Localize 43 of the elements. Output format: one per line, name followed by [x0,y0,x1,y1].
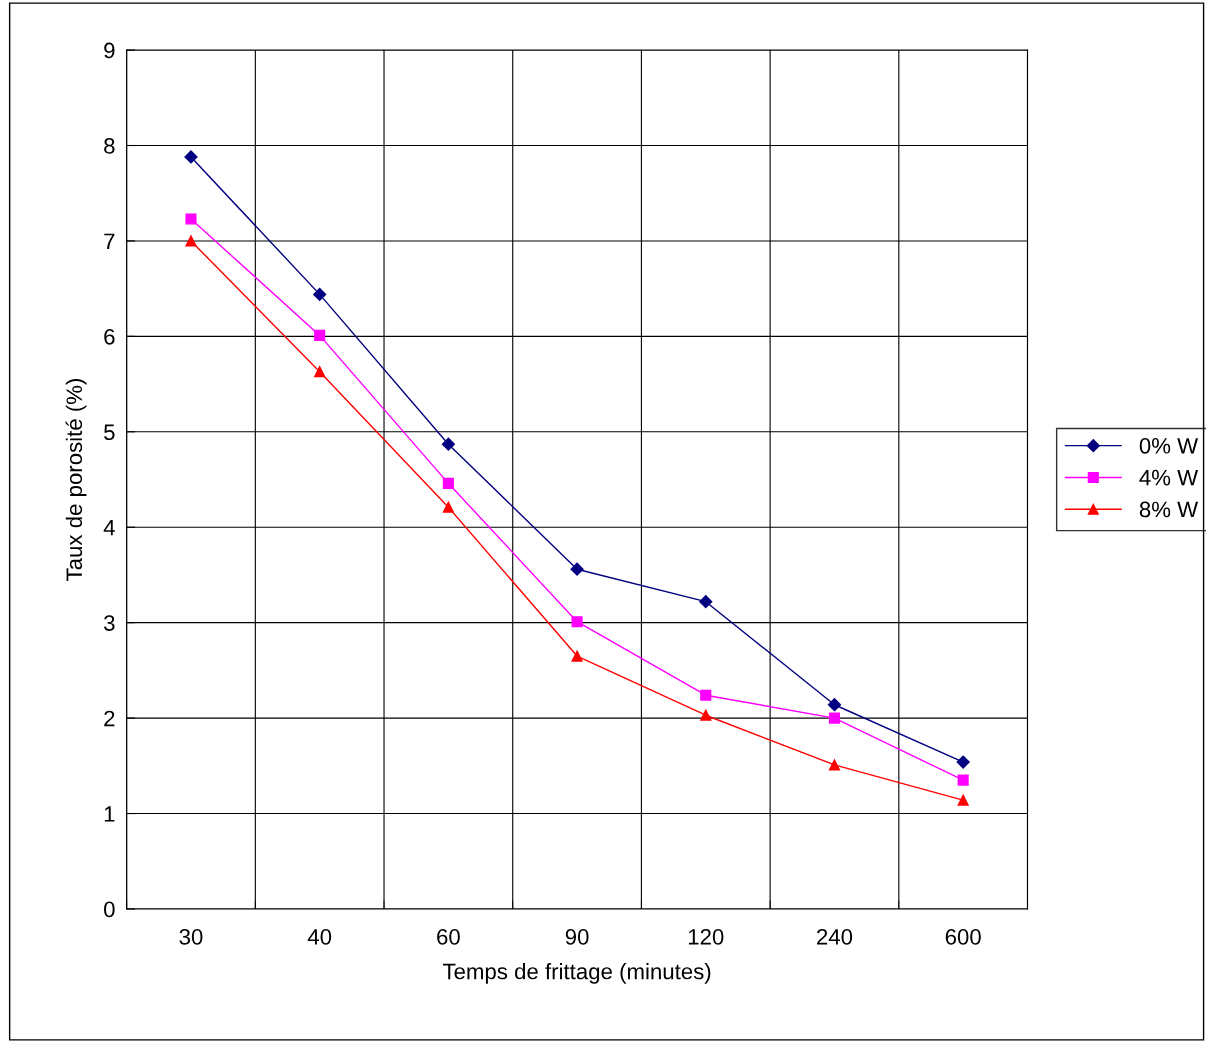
point [185,213,197,225]
point [957,794,969,806]
x-tick-label: 60 [437,929,460,945]
y-axis-title: Taux de porosité (%) [65,379,87,581]
y-tick-label: 1 [104,806,115,822]
point [570,562,584,576]
point [700,709,712,721]
y-tick-label: 8 [104,138,115,154]
point [314,329,326,341]
y-tick-label: 5 [104,424,115,441]
x-axis-title: Temps de frittage (minutes) [442,963,711,984]
y-tick-label: 2 [104,710,115,727]
y-tick-label: 7 [104,233,115,249]
x-tick-label: 30 [179,929,203,945]
y-tick-label: 3 [104,615,115,631]
x-tick-label: 240 [817,929,853,945]
legend-label: 8% W [1139,501,1199,518]
x-tick-label: 600 [945,929,981,945]
point [314,366,326,378]
point [828,712,841,724]
point [956,755,970,769]
legend-label: 4% W [1139,469,1199,486]
point [571,650,583,662]
point [441,437,455,451]
point [699,595,713,609]
point [442,477,454,489]
y-tick-label: 9 [104,42,115,59]
point [957,774,969,786]
legend-label: 0% W [1139,437,1199,454]
point [827,698,842,712]
point [571,616,583,628]
y-tick-label: 6 [104,328,115,345]
y-tick-label: 0 [104,901,115,918]
point [184,150,198,164]
x-tick-label: 120 [688,929,724,945]
point [442,501,454,513]
x-tick-label: 40 [307,929,332,945]
point [185,235,197,247]
point [700,689,712,701]
y-tick-label: 4 [103,520,115,536]
point [313,287,327,301]
x-tick-label: 90 [565,929,589,945]
point [828,759,841,771]
